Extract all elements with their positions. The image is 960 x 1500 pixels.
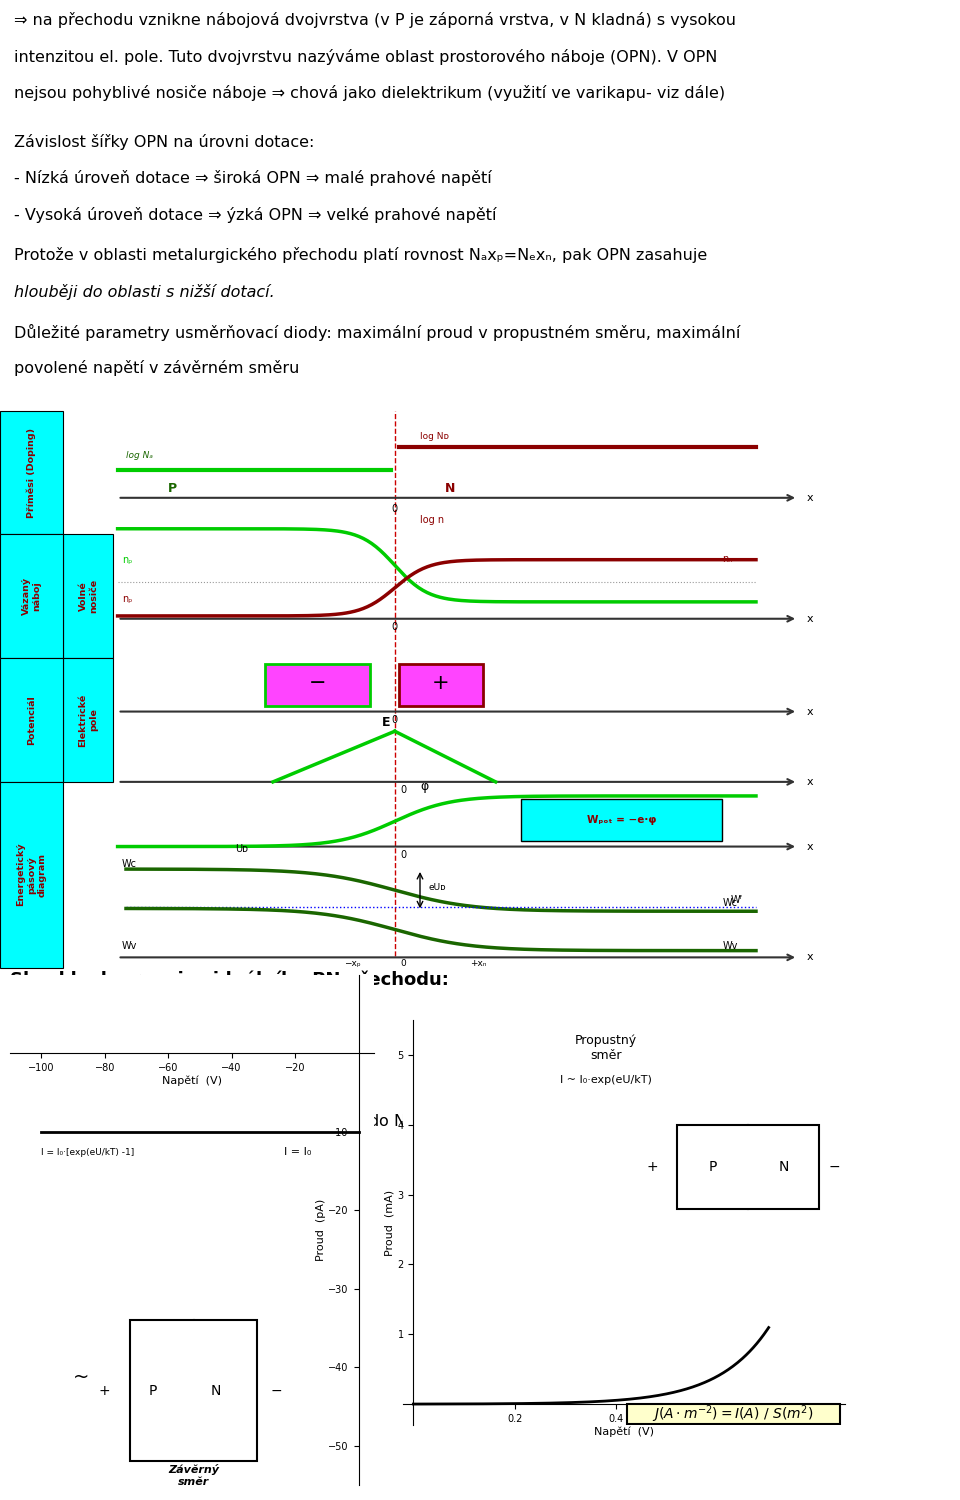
Text: +: + bbox=[99, 1384, 110, 1398]
Text: x: x bbox=[806, 614, 813, 624]
Text: x: x bbox=[806, 952, 813, 963]
Text: 0: 0 bbox=[400, 784, 406, 795]
Text: 0: 0 bbox=[392, 716, 397, 724]
Text: Shockleyho rovnice ideálního PN přechodu:: Shockleyho rovnice ideálního PN přechodu… bbox=[10, 970, 448, 988]
Text: Závislost šířky OPN na úrovni dotace:: Závislost šířky OPN na úrovni dotace: bbox=[14, 134, 315, 150]
Text: −xₚ: −xₚ bbox=[345, 960, 361, 969]
Bar bbox=[0, 658, 63, 782]
Text: P: P bbox=[148, 1384, 156, 1398]
Text: nₚ: nₚ bbox=[122, 594, 132, 604]
Text: Vázaný
náboj: Vázaný náboj bbox=[22, 578, 41, 615]
Text: 0: 0 bbox=[392, 504, 397, 515]
Text: I = I₀: I = I₀ bbox=[283, 1148, 311, 1158]
Text: log n: log n bbox=[420, 514, 444, 525]
Text: hlouběji do oblasti s nižší dotací.: hlouběji do oblasti s nižší dotací. bbox=[14, 284, 276, 300]
Text: +xₙ: +xₙ bbox=[470, 960, 487, 969]
Text: N: N bbox=[210, 1384, 221, 1398]
Text: x: x bbox=[806, 494, 813, 502]
Text: e - elementární náboj (1,602·10$^{-19}$ C): e - elementární náboj (1,602·10$^{-19}$ … bbox=[10, 1146, 312, 1167]
Text: Příměsi (Doping): Příměsi (Doping) bbox=[27, 427, 36, 518]
Text: I = I₀·[exp(eU/kT) -1]: I = I₀·[exp(eU/kT) -1] bbox=[41, 1149, 134, 1158]
Text: U - přiložené napětí: U - přiložené napětí bbox=[10, 1180, 167, 1197]
Text: - Nízká úroveň dotace ⇒ široká OPN ⇒ malé prahové napětí: - Nízká úroveň dotace ⇒ široká OPN ⇒ mal… bbox=[14, 170, 492, 186]
Text: nₚ: nₚ bbox=[122, 555, 132, 564]
Text: $J(A \cdot m^{-2}) = I(A)\ /\ S(m^2)$: $J(A \cdot m^{-2}) = I(A)\ /\ S(m^2)$ bbox=[652, 1402, 814, 1425]
Bar bbox=[520, 798, 722, 842]
Text: x: x bbox=[806, 842, 813, 852]
Text: 0: 0 bbox=[400, 960, 406, 969]
Text: Elektrické
pole: Elektrické pole bbox=[79, 693, 98, 747]
Text: log Nᴅ: log Nᴅ bbox=[420, 432, 449, 441]
Text: φ: φ bbox=[420, 780, 428, 794]
Text: P: P bbox=[168, 482, 178, 495]
Bar bbox=[63, 658, 113, 782]
Text: povolené napětí v závěrném směru: povolené napětí v závěrném směru bbox=[14, 360, 300, 376]
Text: Protože v oblasti metalurgického přechodu platí rovnost Nₐxₚ=Nₑxₙ, pak OPN zasah: Protože v oblasti metalurgického přechod… bbox=[14, 248, 708, 262]
Text: $J = J_0\!\left(\exp\dfrac{eU}{kT}-1\right)$, kde: $J = J_0\!\left(\exp\dfrac{eU}{kT}-1\rig… bbox=[10, 1020, 230, 1060]
Text: −: − bbox=[828, 1160, 840, 1173]
Bar bbox=[627, 1404, 840, 1423]
Text: Wᴠ: Wᴠ bbox=[722, 940, 738, 951]
Text: - Vysoká úroveň dotace ⇒ ýzká OPN ⇒ velké prahové napětí: - Vysoká úroveň dotace ⇒ ýzká OPN ⇒ velk… bbox=[14, 207, 497, 222]
Text: T - teplota v K: T - teplota v K bbox=[10, 1250, 123, 1264]
Text: Energetický
pásový
diagram: Energetický pásový diagram bbox=[16, 843, 46, 906]
Text: +: + bbox=[646, 1160, 658, 1173]
Text: x: x bbox=[806, 706, 813, 717]
X-axis label: Napětí  (V): Napětí (V) bbox=[594, 1426, 654, 1437]
Text: N: N bbox=[445, 482, 456, 495]
Text: nejsou pohyblivé nosiče náboje ⇒ chová jako dielektrikum (využití ve varikapu- v: nejsou pohyblivé nosiče náboje ⇒ chová j… bbox=[14, 86, 726, 100]
Text: Wᴠ: Wᴠ bbox=[122, 940, 137, 951]
Bar bbox=[131, 1320, 257, 1461]
Text: Wᴄ: Wᴄ bbox=[122, 859, 137, 870]
Text: Volné
nosiče: Volné nosiče bbox=[79, 579, 98, 614]
Text: intenzitou el. pole. Tuto dvojvrstvu nazýváme oblast prostorového náboje (OPN). : intenzitou el. pole. Tuto dvojvrstvu naz… bbox=[14, 48, 718, 64]
Text: k - boltzmannova konstanta (1,381·10$^{-23}$ J/K): k - boltzmannova konstanta (1,381·10$^{-… bbox=[10, 1215, 372, 1237]
Text: Důležité parametry usměrňovací diody: maximální proud v propustném směru, maximá: Důležité parametry usměrňovací diody: ma… bbox=[14, 324, 741, 340]
Text: 0: 0 bbox=[400, 850, 406, 859]
Text: $J_0$ - hodnota proudové hustoty elektronů z P do N při závěrné polarizaci: $J_0$ - hodnota proudové hustoty elektro… bbox=[10, 1108, 583, 1131]
Text: log Nₐ: log Nₐ bbox=[126, 452, 153, 460]
Text: ⇒ na přechodu vznikne nábojová dvojvrstva (v P je záporná vrstva, v N kladná) s : ⇒ na přechodu vznikne nábojová dvojvrstv… bbox=[14, 12, 736, 28]
Text: eUᴅ: eUᴅ bbox=[428, 884, 446, 892]
Text: −: − bbox=[309, 674, 326, 693]
Y-axis label: Proud  (pA): Proud (pA) bbox=[316, 1198, 325, 1262]
Bar bbox=[0, 782, 63, 968]
Y-axis label: Proud  (mA): Proud (mA) bbox=[385, 1190, 395, 1256]
Text: N: N bbox=[779, 1160, 789, 1173]
Text: 0: 0 bbox=[392, 622, 397, 632]
Text: Uᴅ: Uᴅ bbox=[235, 844, 249, 853]
Text: Wᶠ: Wᶠ bbox=[731, 896, 743, 904]
Text: E: E bbox=[382, 716, 391, 729]
Text: +: + bbox=[432, 674, 450, 693]
Text: Závěrný
směr: Závěrný směr bbox=[168, 1464, 219, 1486]
Text: P: P bbox=[708, 1160, 717, 1173]
Bar bbox=[63, 534, 113, 658]
Bar bbox=[265, 663, 370, 706]
Bar bbox=[399, 663, 483, 706]
Bar bbox=[0, 534, 63, 658]
Text: nₙ: nₙ bbox=[722, 555, 732, 564]
Text: Propustný
směr: Propustný směr bbox=[575, 1034, 637, 1062]
X-axis label: Napětí  (V): Napětí (V) bbox=[162, 1076, 222, 1086]
Text: x: x bbox=[806, 777, 813, 788]
Text: Wₚₒₜ = −e·φ: Wₚₒₜ = −e·φ bbox=[587, 815, 657, 825]
Text: −: − bbox=[271, 1384, 282, 1398]
Text: I ~ I₀·exp(eU/kT): I ~ I₀·exp(eU/kT) bbox=[561, 1076, 652, 1084]
Bar bbox=[0, 411, 63, 534]
Text: ~: ~ bbox=[73, 1368, 89, 1388]
Text: Wᴄ: Wᴄ bbox=[722, 897, 737, 908]
Text: Potenciál: Potenciál bbox=[27, 694, 36, 746]
Bar bbox=[678, 1125, 820, 1209]
